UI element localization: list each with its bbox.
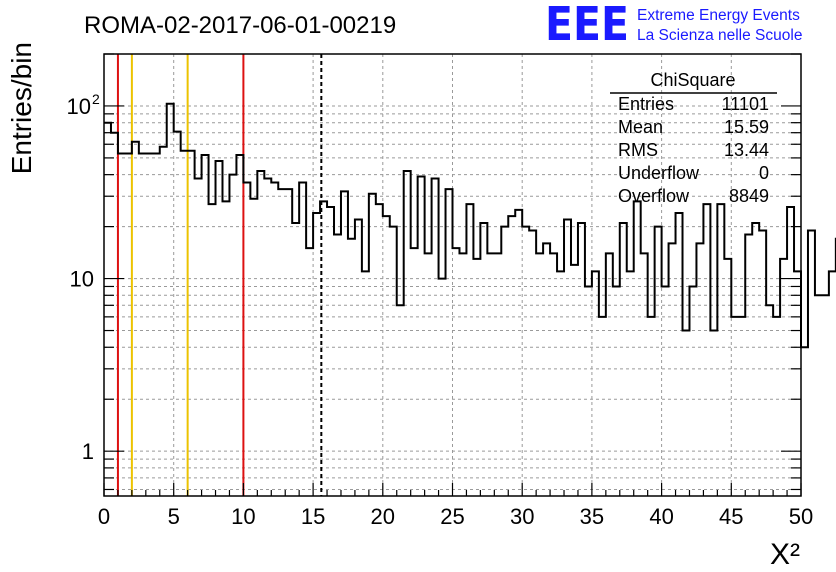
x-tick-label: 5 (168, 504, 180, 529)
stats-label: RMS (618, 140, 658, 160)
y-tick-label: 1 (82, 439, 94, 464)
stats-value: 15.59 (724, 117, 769, 137)
eee-logo-mark: EEE (545, 0, 629, 51)
y-tick-label: 10 (70, 267, 94, 292)
stats-label: Overflow (618, 186, 690, 206)
logo-line-1: Extreme Energy Events (637, 7, 800, 24)
histogram-series (104, 102, 836, 349)
x-tick-label: 10 (231, 504, 255, 529)
stats-value: 11101 (722, 94, 769, 114)
stats-rows: Entries 11101 Mean 15.59 RMS 13.44 Underflow 0 O… (618, 94, 769, 206)
x-tick-label: 40 (649, 504, 673, 529)
reference-lines (116, 54, 323, 496)
y-tick-exponent: 2 (92, 91, 100, 107)
stats-value: 0 (759, 163, 769, 183)
x-tick-label: 15 (301, 504, 325, 529)
axis-ticks (103, 53, 802, 496)
x-tick-label: 20 (371, 504, 395, 529)
x-tick-label: 45 (719, 504, 743, 529)
logo-line-2: La Scienza nelle Scuole (637, 27, 802, 44)
stats-label: Entries (618, 94, 674, 114)
stats-label: Mean (618, 117, 663, 137)
x-tick-label: 30 (510, 504, 534, 529)
x-tick-label: 50 (789, 504, 813, 529)
y-axis-label: Entries/bin (6, 42, 37, 174)
stats-value: 8849 (729, 186, 769, 206)
histogram-line (104, 102, 836, 349)
y-tick-label: 10 (67, 94, 91, 119)
x-axis-label: X² (770, 538, 800, 571)
x-tick-label: 0 (98, 504, 110, 529)
x-tick-label: 25 (440, 504, 464, 529)
stats-label: Underflow (618, 163, 700, 183)
x-tick-label: 35 (580, 504, 604, 529)
stats-box: ChiSquare Entries 11101 Mean 15.59 RMS 13.44 U… (610, 70, 777, 206)
chart-title: ROMA-02-2017-06-01-00219 (84, 12, 396, 39)
stats-value: 13.44 (724, 140, 769, 160)
stats-title: ChiSquare (650, 70, 735, 90)
